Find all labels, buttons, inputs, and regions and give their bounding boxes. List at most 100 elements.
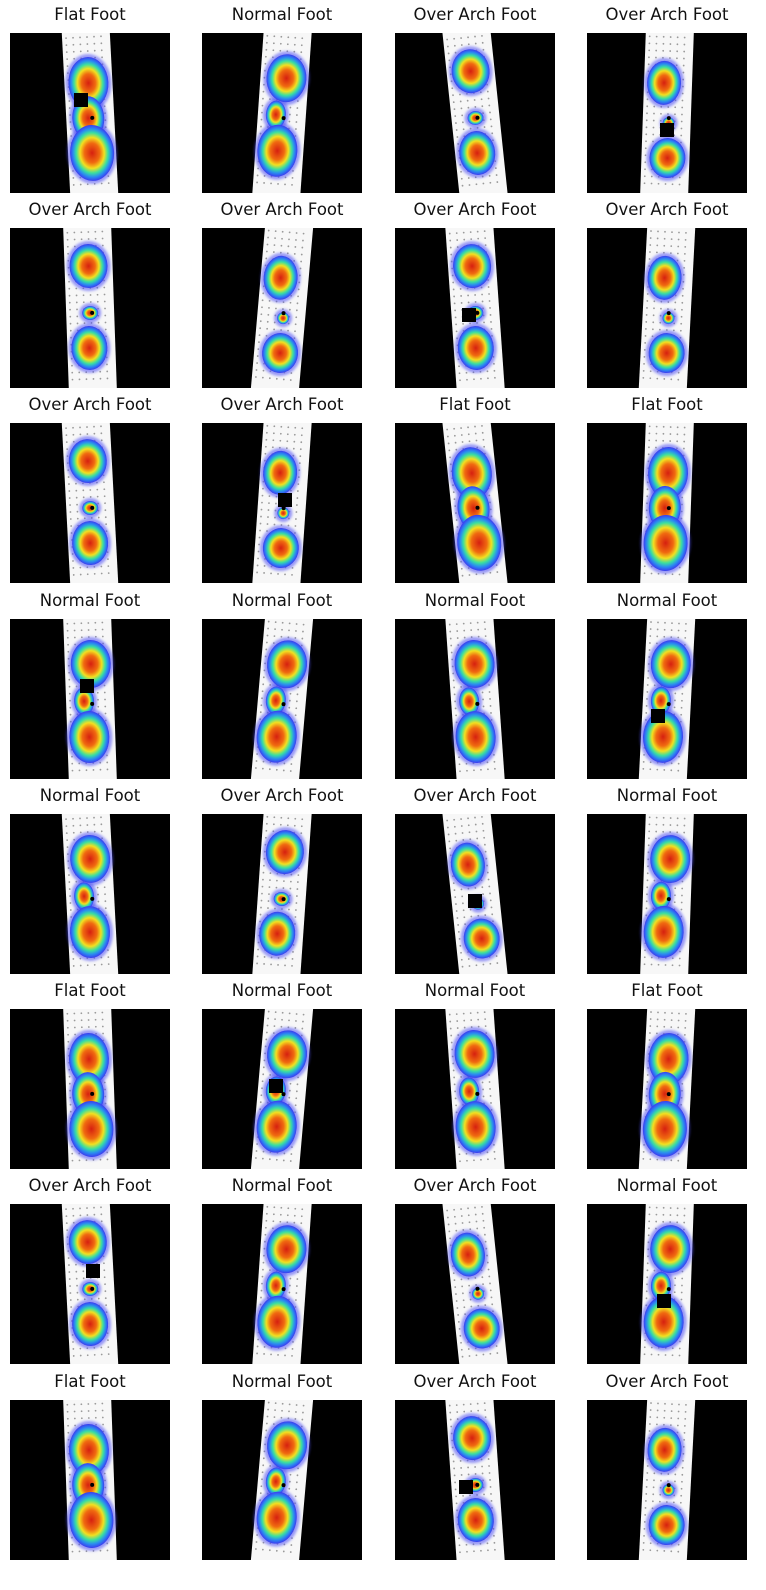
pressure-map-image (202, 423, 362, 583)
pressure-region (454, 1029, 495, 1078)
pressure-region (648, 1033, 689, 1086)
panel: Normal Foot (202, 978, 362, 1173)
pressure-region (662, 312, 675, 325)
pressure-map-image (202, 619, 362, 779)
panel-title: Over Arch Foot (28, 395, 152, 414)
panel-title: Normal Foot (424, 981, 526, 1000)
pressure-map-image (10, 1400, 170, 1560)
pressure-map-image (587, 228, 747, 388)
pressure-region (451, 447, 492, 500)
panel: Over Arch Foot (587, 1369, 747, 1564)
pressure-map-image (587, 814, 747, 974)
pressure-map-svg (252, 814, 312, 974)
pressure-region (267, 1030, 308, 1079)
pressure-region (648, 447, 689, 500)
pressure-map-svg (63, 1009, 117, 1169)
pressure-map-image (10, 814, 170, 974)
panel: Over Arch Foot (10, 1173, 170, 1368)
pressure-region (256, 1100, 297, 1153)
panel: Normal Foot (202, 1173, 362, 1368)
panel: Normal Foot (10, 588, 170, 783)
pressure-region (277, 312, 290, 325)
panel-title: Flat Foot (54, 981, 126, 1000)
pressure-map-svg (63, 1400, 117, 1560)
pressure-region (455, 1101, 496, 1154)
pressure-map-svg (640, 814, 694, 974)
pressure-region (463, 918, 500, 959)
panel-title: Normal Foot (616, 786, 718, 805)
pressure-map-image (10, 619, 170, 779)
pressure-region (649, 138, 686, 179)
panel-title: Over Arch Foot (605, 1372, 729, 1391)
panel: Flat Foot (10, 2, 170, 197)
panel: Flat Foot (10, 1369, 170, 1564)
pressure-map-image (10, 1204, 170, 1364)
pressure-region (265, 100, 286, 129)
pressure-map-svg (445, 228, 505, 388)
panel: Flat Foot (587, 978, 747, 1173)
pressure-map-svg (442, 1204, 508, 1364)
panel: Over Arch Foot (202, 783, 362, 978)
pressure-region (262, 333, 299, 373)
panel: Normal Foot (587, 783, 747, 978)
panel: Over Arch Foot (395, 2, 555, 197)
pressure-map-svg (250, 1009, 314, 1169)
panel: Flat Foot (395, 392, 555, 587)
pressure-map-image (202, 33, 362, 193)
pressure-region (259, 911, 296, 956)
panel: Normal Foot (202, 2, 362, 197)
pressure-region (463, 1308, 500, 1349)
pressure-region (71, 326, 108, 371)
panel: Flat Foot (587, 392, 747, 587)
panel-title: Over Arch Foot (413, 200, 537, 219)
pressure-region (263, 450, 298, 495)
pressure-map-svg (638, 1400, 696, 1560)
pressure-region (265, 686, 286, 715)
panel: Over Arch Foot (202, 197, 362, 392)
panel: Over Arch Foot (395, 1369, 555, 1564)
pressure-map-svg (638, 228, 696, 388)
pressure-region (265, 1467, 286, 1496)
pressure-region (642, 710, 684, 763)
pressure-region (257, 124, 298, 177)
pressure-map-image (202, 1400, 362, 1560)
pressure-map-svg (250, 228, 314, 388)
panel: Over Arch Foot (395, 197, 555, 392)
pressure-region (69, 906, 111, 959)
panel-title: Over Arch Foot (413, 1176, 537, 1195)
panel: Over Arch Foot (10, 392, 170, 587)
pressure-region (69, 1100, 114, 1157)
pressure-region (68, 1424, 109, 1477)
pressure-region (650, 835, 691, 884)
pressure-map-svg (638, 619, 696, 779)
pressure-map-image (395, 814, 555, 974)
pressure-map-svg (61, 814, 119, 974)
panel-title: Normal Foot (616, 1176, 718, 1195)
pressure-map-image (395, 619, 555, 779)
pressure-map-svg (445, 1009, 505, 1169)
pressure-map-image (587, 619, 747, 779)
pressure-map-image (587, 1009, 747, 1169)
panel: Over Arch Foot (10, 197, 170, 392)
pressure-map-image (587, 1204, 747, 1364)
pressure-region (74, 882, 95, 911)
panel-title: Over Arch Foot (413, 5, 537, 24)
pressure-region (642, 1100, 687, 1157)
pressure-map-image (587, 1400, 747, 1560)
pressure-region (459, 687, 480, 716)
pressure-region (662, 1484, 675, 1497)
pressure-map-svg (252, 423, 312, 583)
pressure-region (68, 1220, 107, 1265)
pressure-map-image (10, 33, 170, 193)
pressure-region (450, 1232, 485, 1277)
pressure-region (454, 639, 495, 688)
pressure-region (459, 1077, 480, 1106)
pressure-map-image (10, 228, 170, 388)
pressure-region (648, 333, 685, 374)
panel-title: Over Arch Foot (220, 395, 344, 414)
panel: Over Arch Foot (587, 2, 747, 197)
pressure-map-image (202, 228, 362, 388)
pressure-map-svg (252, 33, 312, 193)
pressure-map-svg (63, 228, 117, 388)
